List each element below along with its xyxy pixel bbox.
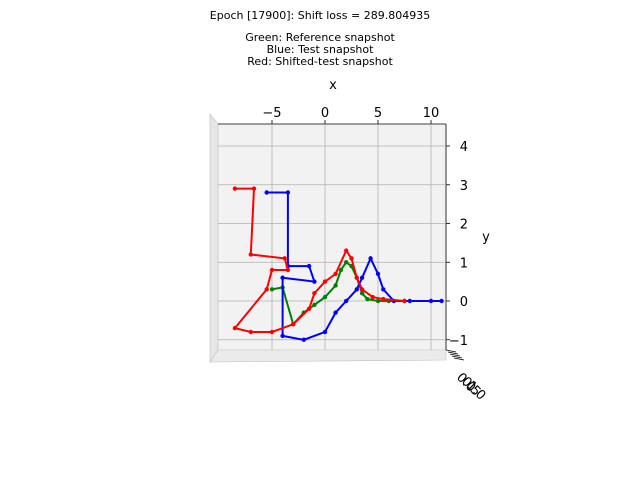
floor-pane bbox=[209, 349, 447, 363]
z-tick-mark bbox=[447, 351, 459, 355]
data-point bbox=[359, 275, 365, 280]
chart-title: Epoch [17900]: Shift loss = 289.804935 bbox=[209, 9, 431, 22]
series-line bbox=[233, 187, 405, 333]
z-tick-mark bbox=[449, 353, 461, 357]
gridlines bbox=[218, 120, 450, 350]
data-point bbox=[301, 337, 306, 342]
data-point bbox=[333, 271, 338, 277]
z-tick-mark bbox=[451, 355, 463, 359]
data-point bbox=[269, 287, 275, 292]
data-point bbox=[285, 267, 291, 273]
data-point bbox=[264, 190, 269, 195]
data-point bbox=[381, 296, 386, 302]
data-point bbox=[368, 256, 373, 261]
data-point bbox=[344, 298, 349, 304]
y-tick-label: 3 bbox=[460, 179, 468, 194]
data-point bbox=[359, 291, 365, 296]
data-point bbox=[285, 190, 291, 195]
y-tick-label: 2 bbox=[460, 218, 468, 233]
z-tick-mark bbox=[445, 349, 457, 353]
data-point bbox=[333, 283, 338, 288]
x-tick-label: 0 bbox=[321, 106, 329, 121]
y-tick-label: −1 bbox=[449, 334, 468, 349]
data-point bbox=[344, 260, 349, 265]
back-pane bbox=[218, 124, 446, 350]
y-tick-label: 0 bbox=[460, 295, 468, 310]
data-point bbox=[232, 325, 238, 331]
x-tick-label: 5 bbox=[374, 106, 382, 121]
data-point bbox=[232, 186, 238, 191]
data-point bbox=[375, 271, 381, 277]
data-point bbox=[349, 256, 354, 261]
plot-area bbox=[232, 186, 444, 342]
y-tick-label: 1 bbox=[460, 256, 468, 271]
data-point bbox=[312, 279, 317, 284]
data-point bbox=[264, 287, 269, 292]
x-axis-label: x bbox=[329, 78, 337, 93]
y-axis-label: y bbox=[482, 230, 490, 245]
data-point bbox=[375, 298, 381, 304]
data-point bbox=[322, 329, 328, 335]
data-point bbox=[359, 287, 365, 292]
data-point bbox=[381, 287, 386, 292]
data-point bbox=[291, 322, 296, 327]
legend-line-blue: Blue: Test snapshot bbox=[266, 43, 374, 56]
data-point bbox=[312, 302, 317, 308]
series-2 bbox=[232, 186, 407, 335]
legend-line-red: Red: Shifted-test snapshot bbox=[247, 55, 393, 68]
data-point bbox=[306, 263, 312, 269]
x-tick-label: 10 bbox=[423, 106, 440, 121]
y-tick-label: 4 bbox=[460, 140, 468, 155]
data-point bbox=[402, 298, 407, 304]
data-point bbox=[354, 287, 359, 292]
data-point bbox=[333, 310, 338, 315]
data-point bbox=[428, 298, 434, 304]
data-point bbox=[280, 275, 285, 280]
data-point bbox=[344, 248, 349, 253]
data-point bbox=[370, 294, 375, 300]
legend-line-green: Green: Reference snapshot bbox=[245, 31, 395, 44]
data-point bbox=[269, 267, 275, 273]
pane-group bbox=[209, 113, 465, 363]
data-point bbox=[322, 279, 328, 284]
data-point bbox=[365, 296, 370, 302]
x-tick-label: −5 bbox=[262, 106, 281, 121]
data-point bbox=[306, 306, 312, 311]
data-point bbox=[251, 186, 257, 191]
data-point bbox=[439, 298, 444, 304]
data-point bbox=[269, 329, 275, 335]
data-point bbox=[282, 256, 287, 261]
data-point bbox=[280, 333, 285, 339]
z-tick-mark bbox=[453, 357, 465, 361]
data-point bbox=[354, 275, 359, 280]
side-pane bbox=[209, 113, 219, 363]
z-depth-ticks bbox=[445, 349, 465, 361]
data-point bbox=[338, 267, 344, 273]
data-point bbox=[248, 252, 253, 257]
data-point bbox=[312, 291, 317, 296]
data-point bbox=[407, 298, 412, 304]
data-point bbox=[322, 294, 328, 300]
data-point bbox=[248, 329, 253, 335]
